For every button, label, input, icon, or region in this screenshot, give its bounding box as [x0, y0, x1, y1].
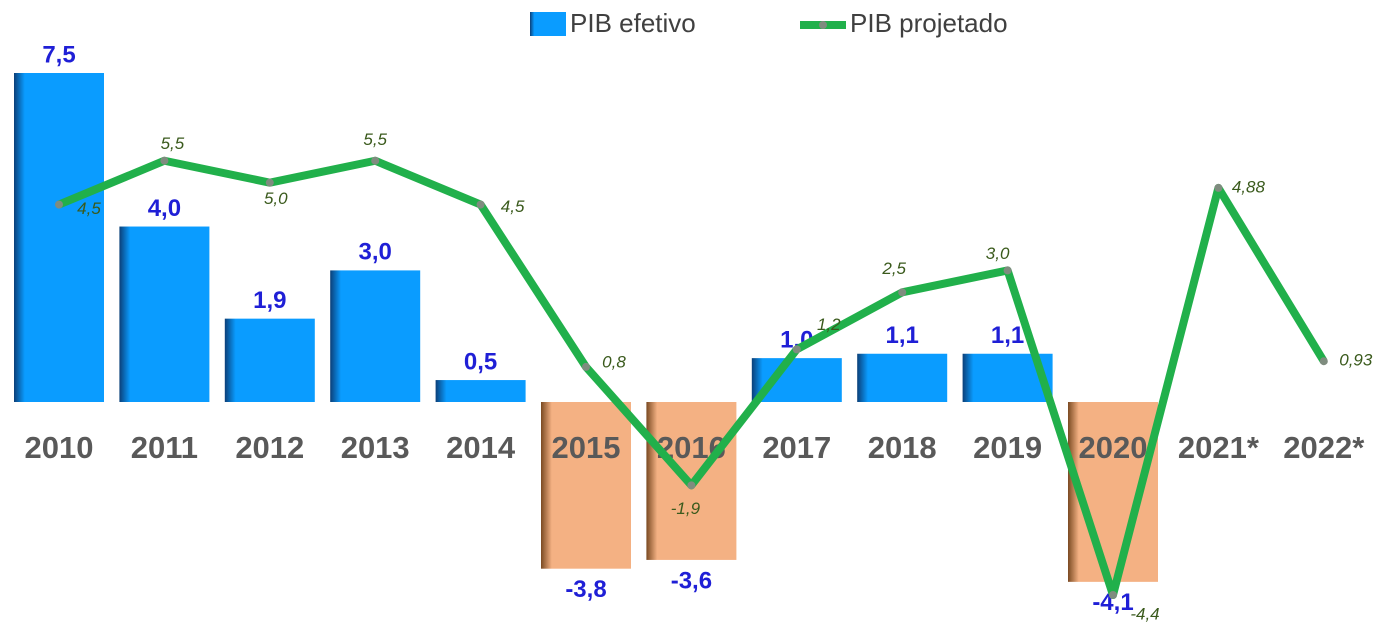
line-point [160, 156, 169, 165]
bar-label: 1,1 [886, 322, 919, 349]
x-tick-label: 2019 [973, 430, 1042, 465]
line-label: 4,88 [1232, 177, 1266, 196]
x-tick-label: 2015 [552, 430, 621, 465]
line-label: 4,5 [77, 199, 101, 218]
x-tick-label: 2022* [1283, 430, 1365, 465]
line-point [265, 178, 274, 187]
line-point [1214, 183, 1223, 192]
x-tick-label: 2017 [762, 430, 831, 465]
bar [435, 380, 526, 402]
x-tick-label: 2018 [868, 430, 937, 465]
line-point [582, 362, 590, 371]
line-label: 5,5 [161, 134, 185, 153]
bar [224, 318, 315, 402]
bar-label: 4,0 [148, 195, 181, 222]
bar-label: -3,6 [671, 567, 712, 594]
x-tick-label: 2013 [341, 430, 410, 465]
line-point [1319, 357, 1328, 366]
legend-swatch [819, 21, 827, 29]
bar-label: 3,0 [359, 239, 392, 266]
bar [541, 402, 631, 569]
line-point [1003, 266, 1012, 275]
bar [119, 226, 210, 402]
bar [330, 270, 421, 402]
legend-label: PIB efetivo [570, 8, 696, 38]
line-point [55, 200, 63, 209]
line-point [898, 288, 907, 297]
x-tick-label: 2012 [235, 430, 304, 465]
x-tick-label: 2010 [25, 430, 94, 465]
bar-label: 7,5 [42, 41, 75, 68]
line-point [687, 481, 696, 490]
x-tick-label: 2021* [1178, 430, 1260, 465]
line-label: 2,5 [881, 259, 906, 278]
line-label: 5,0 [264, 189, 288, 208]
legend-swatch [530, 12, 566, 36]
line-label: 4,5 [501, 197, 525, 216]
line-point [371, 156, 380, 165]
bar-label: 1,9 [253, 287, 286, 314]
line-label: 0,8 [602, 352, 626, 371]
bar-label: -3,8 [565, 576, 606, 603]
bar [857, 353, 948, 402]
bar [751, 358, 842, 402]
bar [14, 73, 104, 402]
line-label: -4,4 [1130, 604, 1159, 623]
line-label: 0,93 [1339, 351, 1373, 370]
line-point [792, 345, 801, 354]
bar-label: 1,1 [991, 322, 1024, 349]
x-tick-label: 2014 [446, 430, 516, 465]
line-label: 1,2 [817, 315, 841, 334]
legend-label: PIB projetado [850, 8, 1008, 38]
line-label: -1,9 [671, 499, 701, 518]
line-point [476, 200, 485, 209]
line-label: 5,5 [363, 130, 387, 149]
line-point [1109, 591, 1117, 600]
x-tick-label: 2011 [131, 430, 198, 465]
x-tick-label: 2020 [1079, 430, 1148, 465]
bar-label: 0,5 [464, 348, 497, 375]
line-label: 3,0 [986, 244, 1010, 263]
